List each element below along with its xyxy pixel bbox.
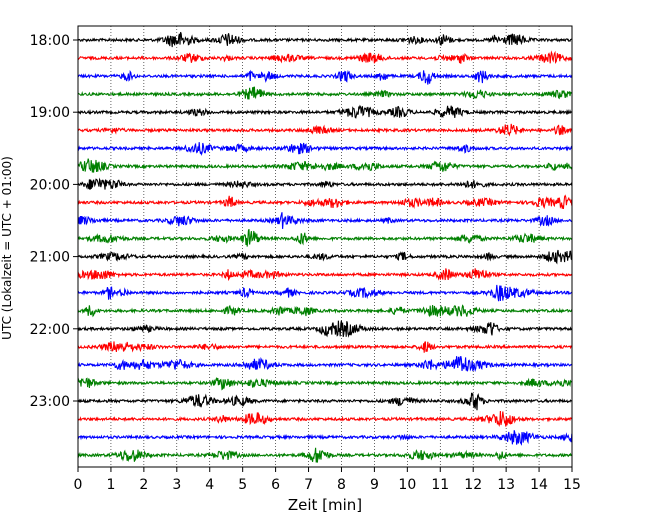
x-tick-label: 9 <box>370 477 379 493</box>
x-tick-label: 7 <box>304 477 313 493</box>
trace-1800 <box>77 31 572 48</box>
y-axis-ticks: 18:00 19:00 20:00 21:00 22:00 23:00 <box>30 33 78 410</box>
x-tick-label: 4 <box>205 477 214 493</box>
x-axis-ticks: 0 1 2 3 4 5 6 7 8 9 10 11 12 13 14 15 <box>74 467 581 493</box>
trace-1930 <box>77 142 573 156</box>
x-tick-label: 14 <box>530 477 548 493</box>
trace-2215 <box>77 341 573 353</box>
y-tick-label: 18:00 <box>30 33 70 49</box>
x-tick-label: 3 <box>172 477 181 493</box>
trace-1830 <box>77 69 573 85</box>
y-tick-label: 19:00 <box>30 105 70 121</box>
trace-2000 <box>77 177 573 190</box>
x-tick-label: 0 <box>74 477 83 493</box>
trace-2030 <box>77 212 572 229</box>
x-tick-label: 6 <box>271 477 280 493</box>
trace-2100 <box>77 249 573 265</box>
y-axis-label: UTC (Lokalzeit = UTC + 01:00) <box>0 156 14 340</box>
y-tick-label: 23:00 <box>30 394 70 410</box>
trace-2045 <box>77 228 573 247</box>
trace-2115 <box>77 268 573 282</box>
trace-2300 <box>77 392 573 411</box>
y-tick-label: 20:00 <box>30 177 70 193</box>
x-tick-label: 11 <box>431 477 449 493</box>
trace-1915 <box>77 123 572 137</box>
seismic-traces <box>77 31 573 463</box>
trace-2200 <box>77 320 573 338</box>
trace-1900 <box>77 104 573 119</box>
y-tick-label: 22:00 <box>30 322 70 338</box>
trace-2330 <box>77 430 573 446</box>
trace-1945 <box>77 158 573 173</box>
x-tick-label: 12 <box>464 477 482 493</box>
trace-2315 <box>77 411 573 428</box>
trace-2015 <box>77 194 573 210</box>
trace-1845 <box>77 86 573 100</box>
x-axis-label: Zeit [min] <box>288 496 362 514</box>
x-tick-label: 5 <box>238 477 247 493</box>
y-tick-label: 21:00 <box>30 250 70 266</box>
trace-2130 <box>77 284 573 302</box>
x-tick-label: 1 <box>106 477 115 493</box>
x-tick-label: 2 <box>139 477 148 493</box>
x-tick-label: 8 <box>337 477 346 493</box>
trace-2230 <box>77 356 573 373</box>
trace-2145 <box>77 304 573 318</box>
x-tick-label: 10 <box>398 477 416 493</box>
x-tick-label: 13 <box>497 477 515 493</box>
trace-2245 <box>77 376 573 391</box>
x-tick-label: 15 <box>563 477 581 493</box>
trace-2345 <box>77 447 573 463</box>
plot-frame <box>77 25 573 468</box>
trace-1815 <box>77 50 573 65</box>
